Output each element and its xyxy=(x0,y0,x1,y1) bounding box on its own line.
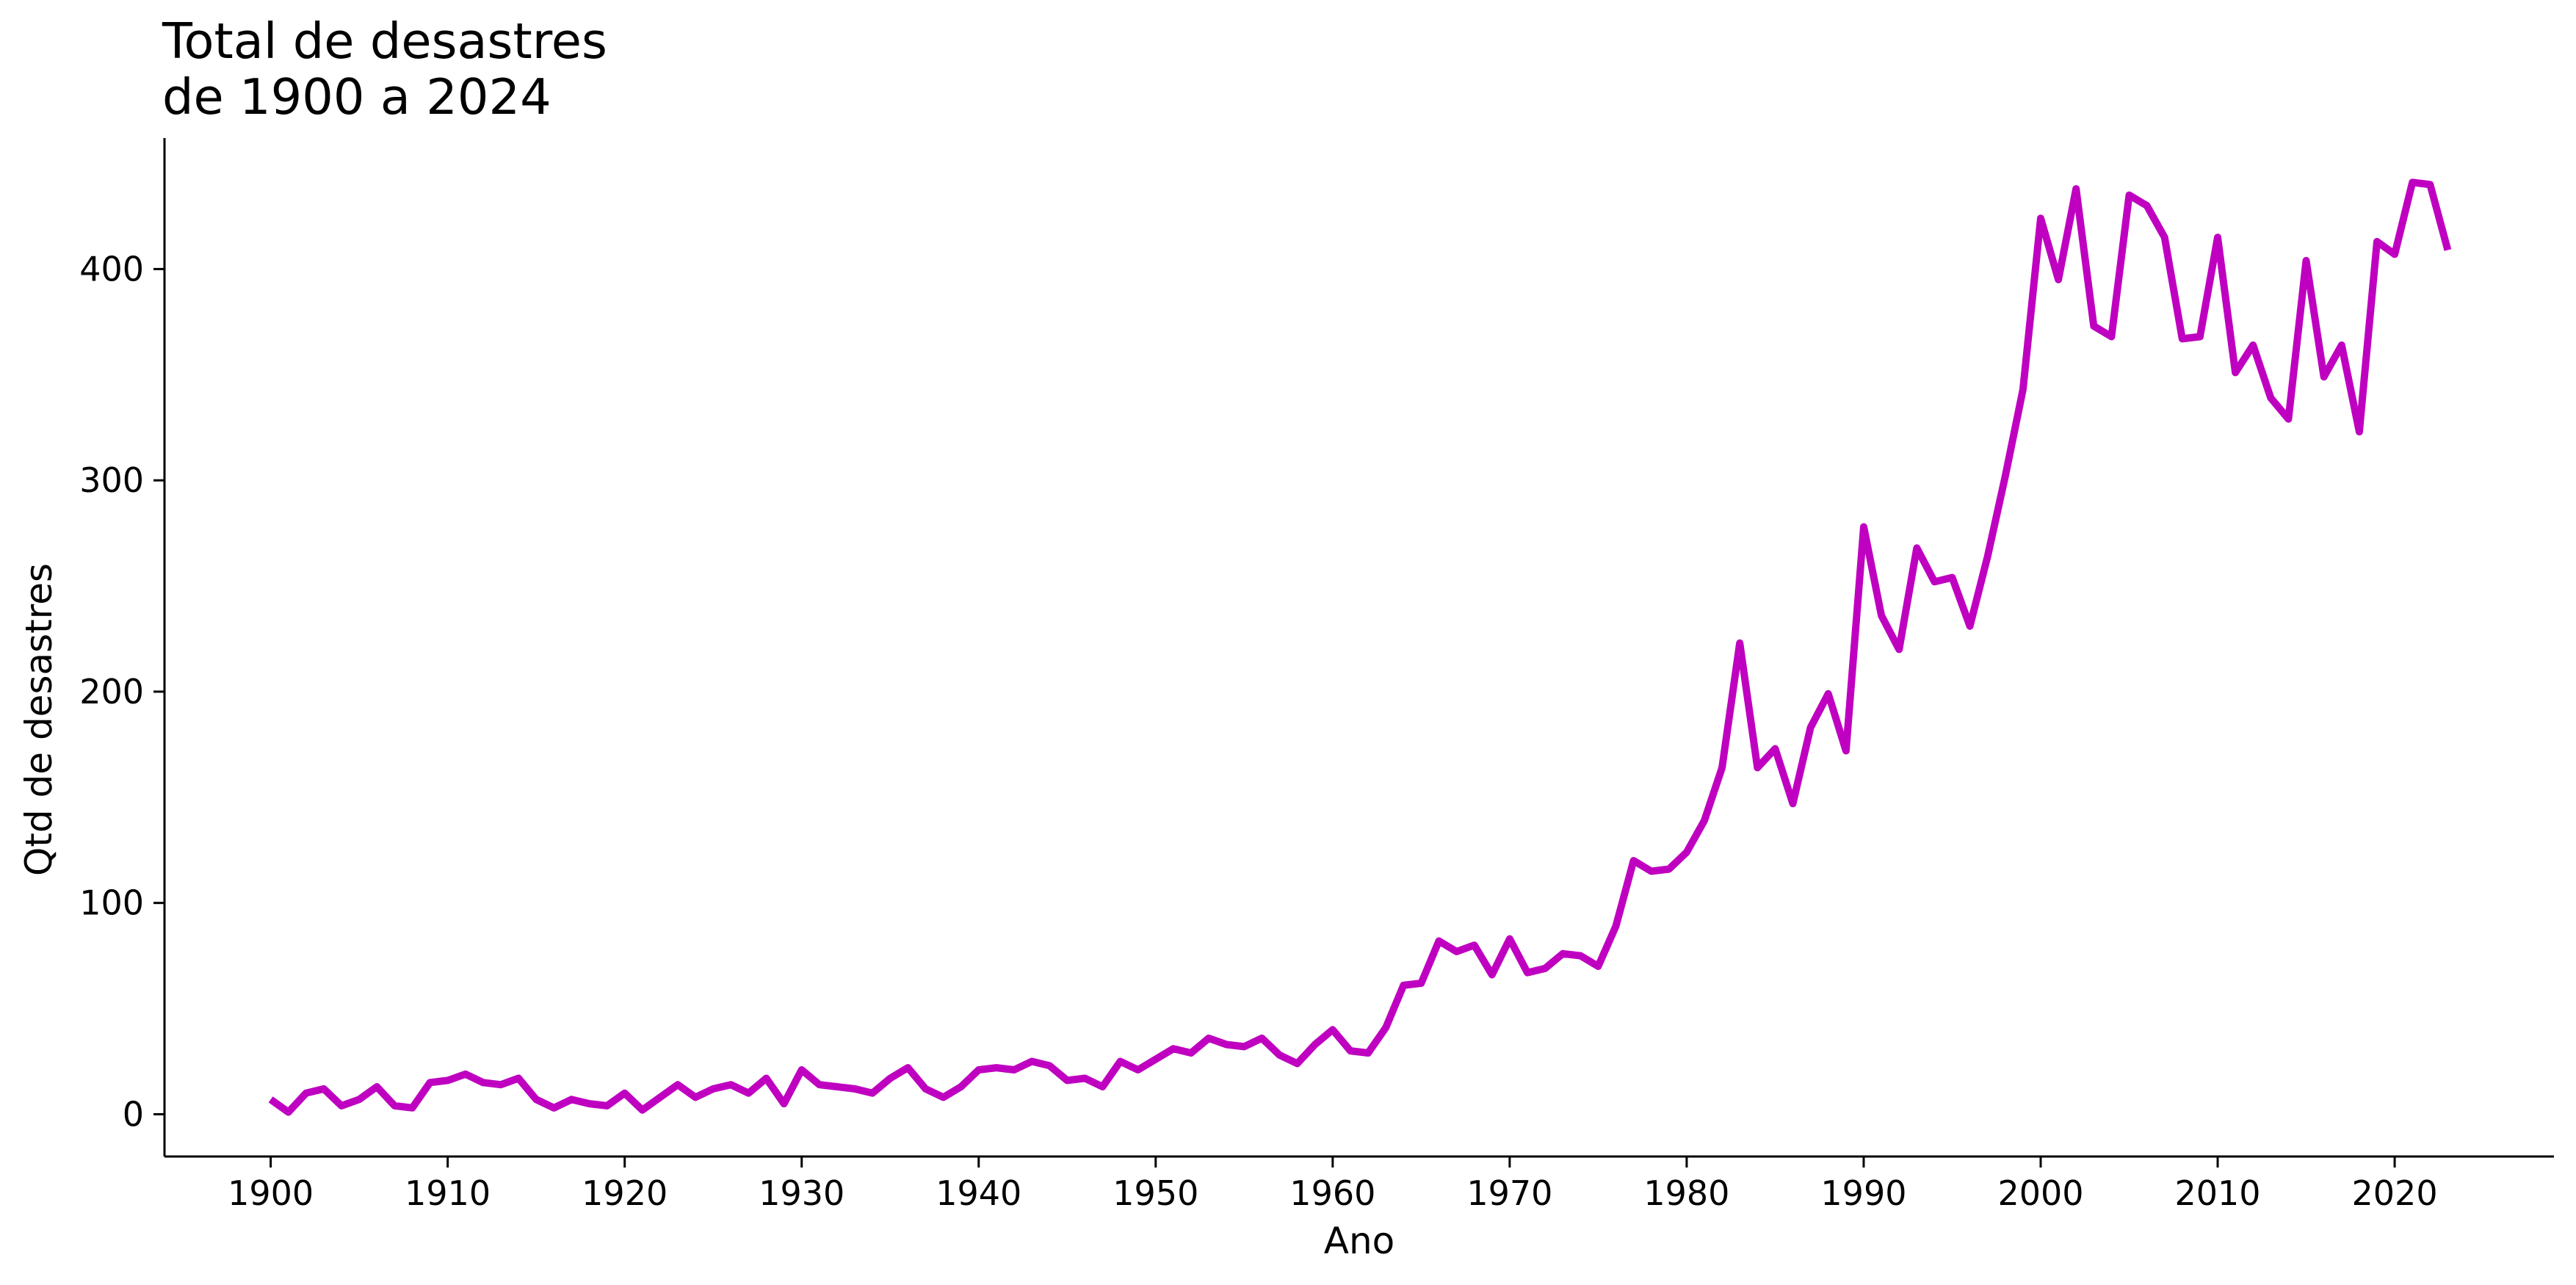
chart-title-line-2: de 1900 a 2024 xyxy=(162,68,551,126)
x-tick-label: 2020 xyxy=(2352,1173,2438,1213)
chart-title-line-1: Total de desastres xyxy=(162,12,607,70)
series-line xyxy=(268,178,2452,1116)
x-tick-label: 1910 xyxy=(405,1173,491,1213)
y-axis-label: Qtd de desastres xyxy=(18,563,60,876)
x-tick-label: 1970 xyxy=(1466,1173,1552,1213)
x-tick-label: 1990 xyxy=(1820,1173,1906,1213)
x-tick-label: 1980 xyxy=(1643,1173,1729,1213)
x-axis-label: Ano xyxy=(1324,1220,1394,1262)
x-tick-label: 1930 xyxy=(759,1173,844,1213)
series-group xyxy=(268,178,2452,1116)
x-axis-ticks: 1900 1910 1920 1930 1940 1950 1960 1970 1980 1990… xyxy=(228,1156,2438,1213)
x-tick-label: 1940 xyxy=(936,1173,1021,1213)
y-tick-label: 400 xyxy=(79,249,144,289)
x-tick-label: 1920 xyxy=(582,1173,667,1213)
y-tick-label: 300 xyxy=(79,460,144,500)
y-axis-ticks: 0 100 200 300 400 xyxy=(79,249,164,1134)
chart-title: Total de desastres de 1900 a 2024 xyxy=(162,13,607,125)
x-tick-label: 2000 xyxy=(1997,1173,2083,1213)
x-tick-label: 2010 xyxy=(2174,1173,2260,1213)
y-tick-label: 100 xyxy=(79,883,144,923)
x-tick-label: 1900 xyxy=(228,1173,314,1213)
x-tick-label: 1960 xyxy=(1289,1173,1375,1213)
x-tick-label: 1950 xyxy=(1112,1173,1198,1213)
axes xyxy=(163,138,2554,1158)
y-tick-label: 200 xyxy=(79,672,144,712)
y-tick-label: 0 xyxy=(123,1094,144,1134)
